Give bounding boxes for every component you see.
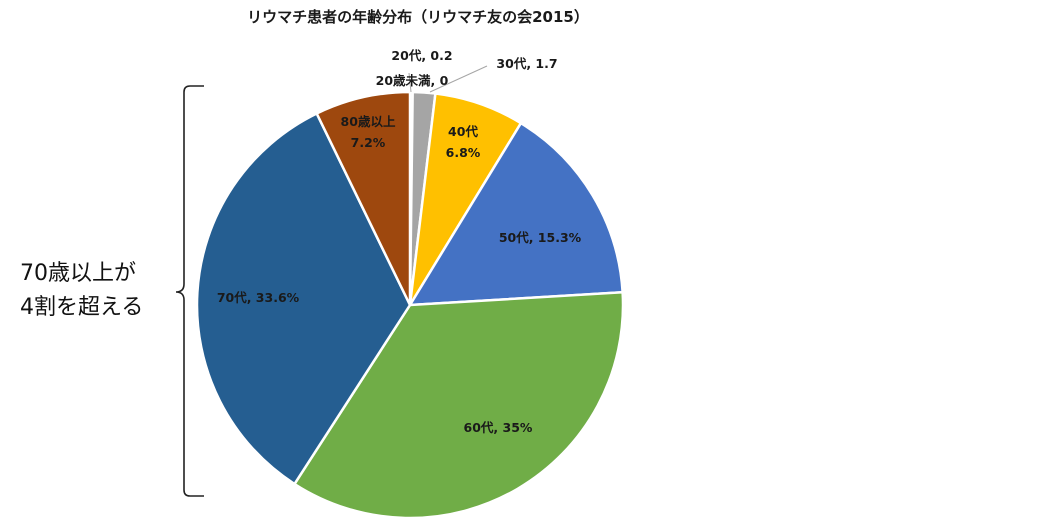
slice-label-8: 80歳以上 7.2% — [341, 114, 396, 150]
slice-label-6: 60代, 35% — [464, 420, 533, 435]
pie-slice-8 — [315, 90, 412, 307]
leader-lines — [408, 65, 488, 93]
pie-slice-6 — [293, 291, 625, 520]
pie-slices — [195, 90, 625, 520]
slice-label-2: 20代, 0.2 — [391, 48, 452, 63]
leader-line-3 — [429, 65, 488, 93]
slice-label-7: 70代, 33.6% — [217, 290, 300, 305]
slice-label-5: 50代, 15.3% — [499, 230, 582, 245]
chart-title: リウマチ患者の年齢分布（リウマチ友の会2015） — [247, 8, 589, 26]
pie-slice-7 — [195, 112, 412, 486]
slice-label-3: 30代, 1.7 — [496, 56, 557, 71]
data-labels: 20歳未満, 0 20代, 0.2 30代, 1.7 40代 6.8% 50代, 15.3… — [217, 48, 582, 435]
pie-slice-5 — [408, 121, 624, 307]
annotation-line-2: 4割を超える — [20, 295, 143, 320]
left-brace — [175, 85, 204, 497]
slice-label-1: 20歳未満, 0 — [376, 73, 449, 88]
annotation-line-1: 70歳以上が — [20, 261, 136, 286]
leader-line-2 — [408, 72, 412, 93]
slice-label-4: 40代 6.8% — [446, 124, 481, 160]
